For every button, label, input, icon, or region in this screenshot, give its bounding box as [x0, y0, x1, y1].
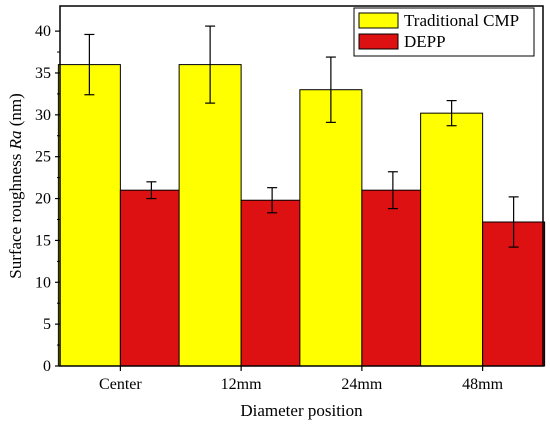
y-tick-label: 40: [35, 23, 51, 40]
bar-depp-1: [240, 199, 304, 367]
y-tick-label: 5: [43, 316, 51, 333]
y-tick-label: 25: [35, 149, 51, 166]
legend-label-traditional-cmp: Traditional CMP: [404, 11, 519, 30]
bars-group: [57, 64, 546, 367]
y-tick-label: 35: [35, 65, 51, 82]
error-bars-group: [84, 25, 519, 248]
bar-depp-0: [119, 189, 183, 367]
y-tick-label: 20: [35, 191, 51, 208]
y-axis-title-prefix: Surface roughness: [6, 149, 25, 278]
x-tick-label: Center: [99, 376, 142, 393]
bar-traditional-cmp-3: [420, 112, 484, 367]
x-tick-label: 12mm: [221, 376, 262, 393]
y-tick-label: 0: [43, 358, 51, 375]
bar-depp-2: [361, 189, 425, 367]
x-tick-label: 48mm: [462, 376, 503, 393]
legend-label-depp: DEPP: [404, 32, 446, 51]
bar-traditional-cmp-2: [299, 89, 363, 367]
x-tick-label: 24mm: [341, 376, 382, 393]
bar-traditional-cmp-0: [57, 64, 121, 367]
y-axis-title: Surface roughness Ra (nm): [6, 93, 25, 279]
plot-frame: [59, 5, 544, 367]
y-axis-title-symbol: Ra: [6, 131, 25, 151]
legend-swatch-traditional-cmp: [358, 12, 399, 29]
y-tick-label: 15: [35, 232, 51, 249]
y-tick-label: 30: [35, 107, 51, 124]
legend: Traditional CMP DEPP: [353, 7, 535, 57]
x-axis-ticks: Center 12mm 24mm 48mm: [99, 366, 504, 393]
y-tick-label: 10: [35, 274, 51, 291]
x-axis-title: Diameter position: [240, 401, 363, 420]
y-axis-title-unit: (nm): [6, 93, 25, 130]
bar-traditional-cmp-1: [178, 64, 242, 367]
y-axis-ticks: 0 5 10 15 20 25 30 35 40: [35, 23, 60, 375]
legend-swatch-depp: [358, 33, 399, 50]
